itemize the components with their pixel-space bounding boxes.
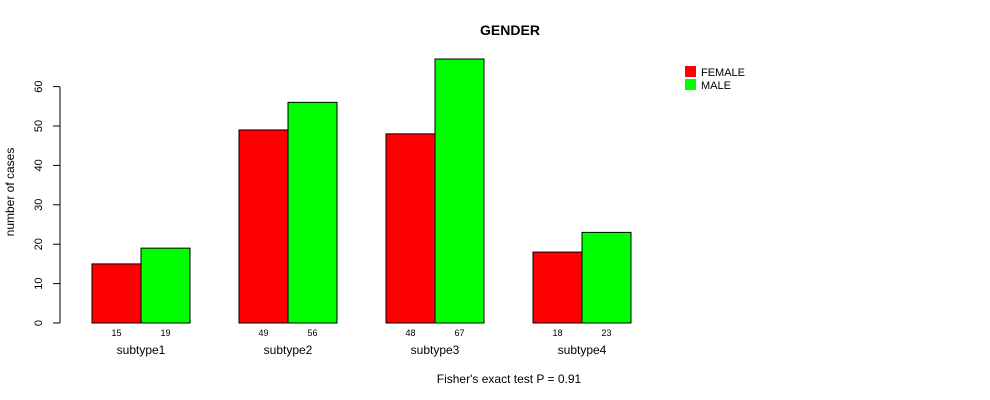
bar-male-subtype1 <box>140 247 191 324</box>
category-label-subtype1: subtype1 <box>117 343 166 357</box>
bar-male-subtype3 <box>434 58 485 324</box>
y-tick-label: 30 <box>33 199 45 211</box>
data-label-male-subtype2: 56 <box>307 328 317 338</box>
bar-group: 15 19 subtype1 49 56 subtype2 48 67 subtype3 18 23… <box>91 58 632 357</box>
data-label-female-subtype2: 49 <box>258 328 268 338</box>
data-label-female-subtype3: 48 <box>405 328 415 338</box>
y-tick-label: 0 <box>33 320 45 326</box>
data-label-female-subtype1: 15 <box>111 328 121 338</box>
chart-title: GENDER <box>480 22 540 38</box>
y-tick-label: 20 <box>33 238 45 250</box>
legend-label-female: FEMALE <box>701 67 745 79</box>
category-label-subtype3: subtype3 <box>411 343 460 357</box>
bar-male-subtype4 <box>581 231 632 324</box>
legend-swatch-female <box>685 66 696 77</box>
y-tick-label: 40 <box>33 159 45 171</box>
y-tick-label: 50 <box>33 120 45 132</box>
fisher-test-caption: Fisher's exact test P = 0.91 <box>437 372 582 386</box>
bar-female-subtype2 <box>238 129 289 324</box>
y-axis-ticks: 0 10 20 30 40 50 60 <box>33 80 60 326</box>
y-tick-label: 60 <box>33 80 45 92</box>
category-label-subtype4: subtype4 <box>558 343 607 357</box>
bar-female-subtype4 <box>532 251 583 324</box>
data-label-female-subtype4: 18 <box>552 328 562 338</box>
bar-male-subtype2 <box>287 101 338 324</box>
bar-female-subtype1 <box>91 263 142 324</box>
data-label-male-subtype1: 19 <box>160 328 170 338</box>
bar-female-subtype3 <box>385 133 436 324</box>
category-label-subtype2: subtype2 <box>264 343 313 357</box>
data-label-male-subtype3: 67 <box>454 328 464 338</box>
y-axis-label: number of cases <box>3 148 17 237</box>
legend-label-male: MALE <box>701 80 731 92</box>
y-tick-label: 10 <box>33 277 45 289</box>
legend-swatch-male <box>685 79 696 90</box>
data-label-male-subtype4: 23 <box>601 328 611 338</box>
